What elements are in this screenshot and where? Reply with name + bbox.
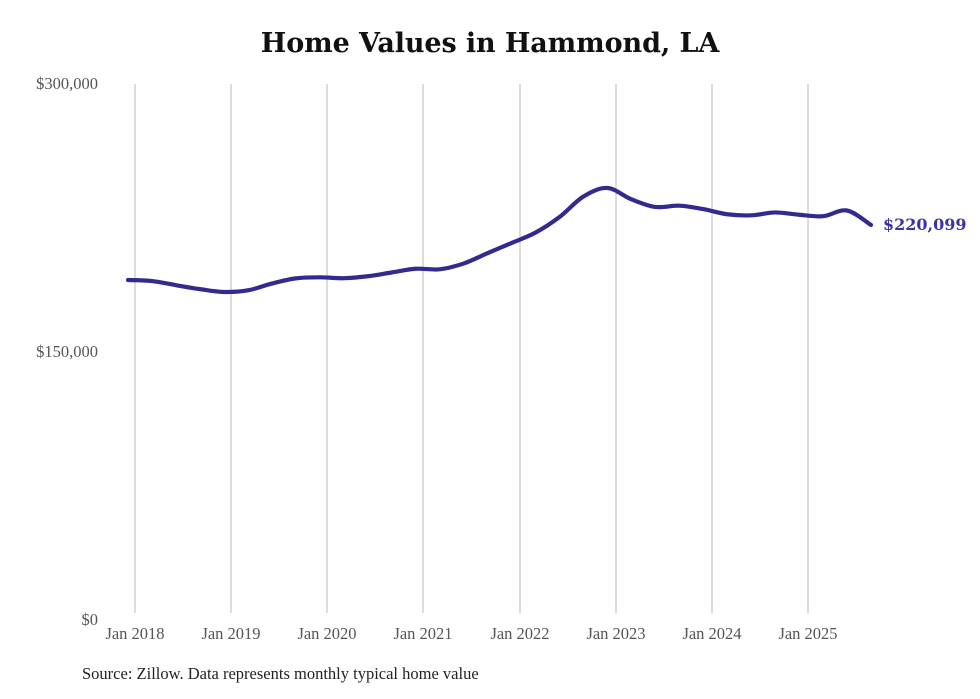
y-axis-tick-labels: $0 $150,000 $300,000 xyxy=(0,0,98,699)
series-end-value-label: $220,099 xyxy=(883,214,967,234)
x-tick-label-jan-2024: Jan 2024 xyxy=(682,624,742,643)
y-tick-label-300000: $300,000 xyxy=(36,74,98,93)
x-tick-label-jan-2023: Jan 2023 xyxy=(586,624,646,643)
chart-title: Home Values in Hammond, LA xyxy=(260,28,720,59)
x-tick-label-jan-2025: Jan 2025 xyxy=(778,624,838,643)
gridlines xyxy=(134,84,809,613)
y-tick-label-150000: $150,000 xyxy=(36,342,98,361)
x-tick-label-jan-2020: Jan 2020 xyxy=(297,624,357,643)
source-note: Source: Zillow. Data represents monthly … xyxy=(82,664,479,683)
x-tick-label-jan-2019: Jan 2019 xyxy=(201,624,261,643)
x-tick-label-jan-2018: Jan 2018 xyxy=(105,624,165,643)
y-tick-label-0: $0 xyxy=(81,610,99,629)
series-line-typical-home-value xyxy=(125,185,874,295)
x-tick-label-jan-2022: Jan 2022 xyxy=(490,624,550,643)
x-tick-label-jan-2021: Jan 2021 xyxy=(393,624,453,643)
